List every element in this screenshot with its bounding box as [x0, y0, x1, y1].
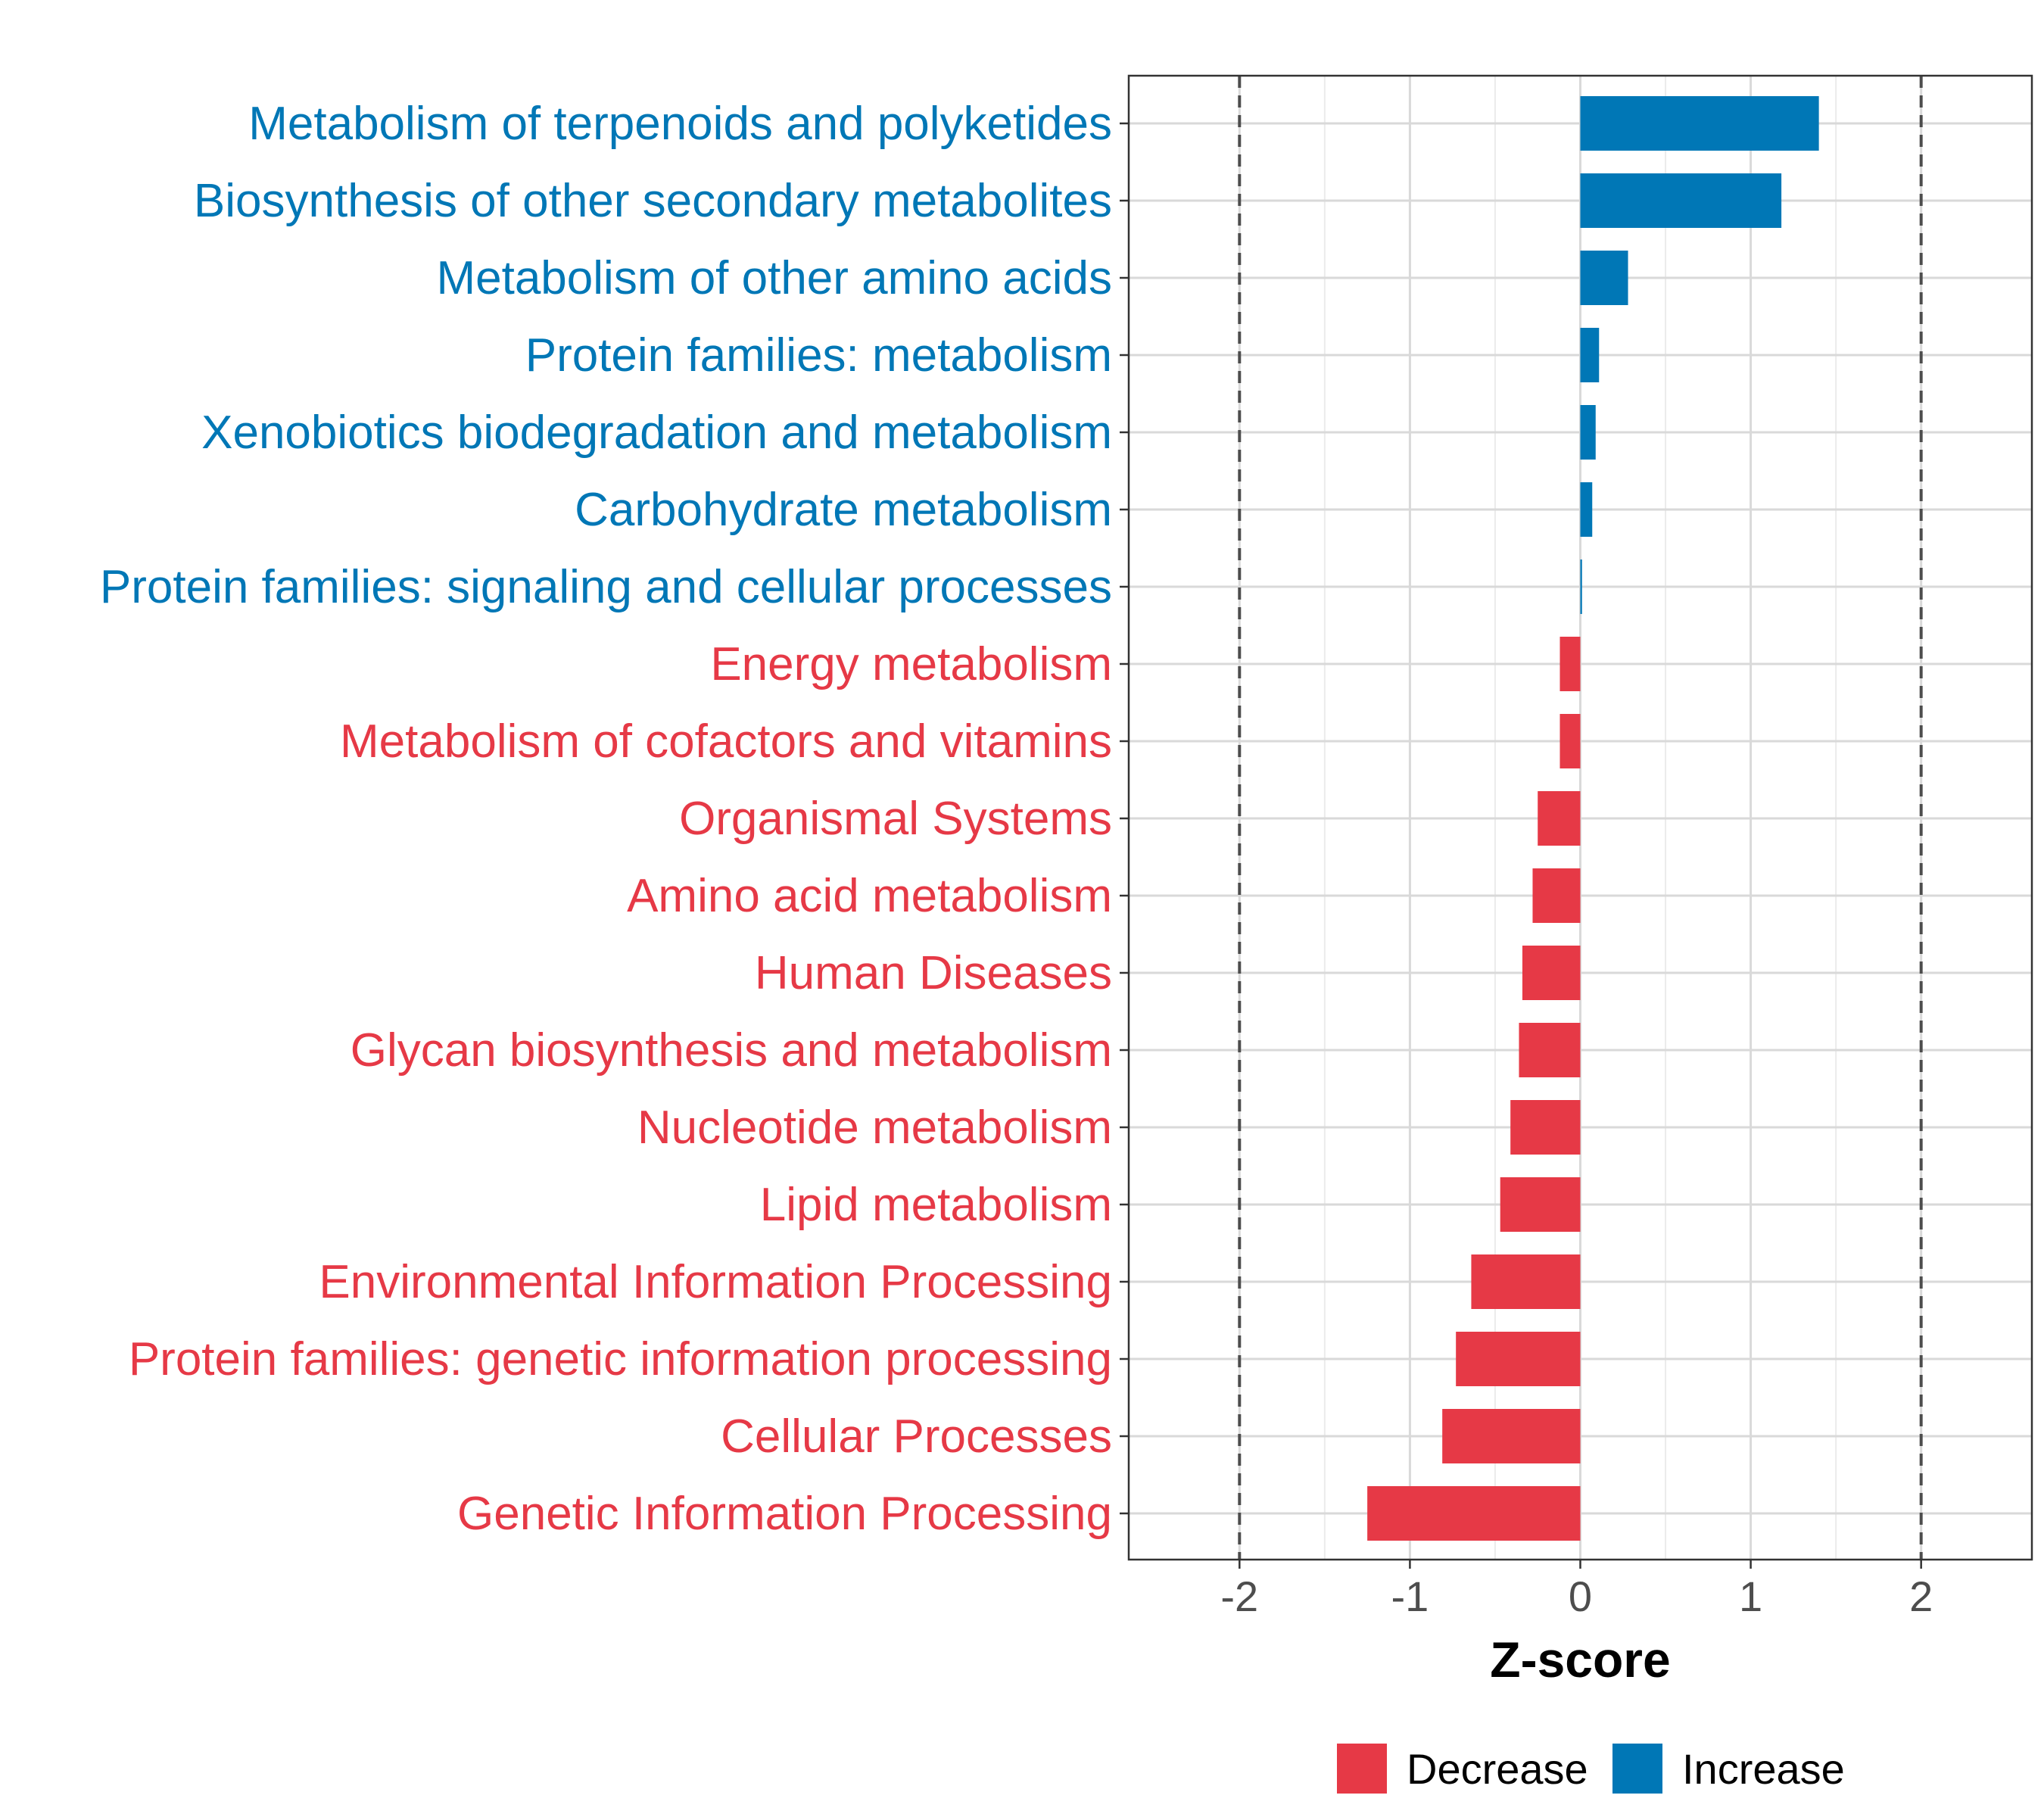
legend: Decrease Increase [1337, 1744, 1845, 1794]
x-axis: -2 -1 0 1 2 [1220, 1560, 1933, 1620]
category-label: Environmental Information Processing [319, 1256, 1112, 1308]
x-tick-label: -1 [1391, 1572, 1429, 1620]
y-axis: Metabolism of terpenoids and polyketides… [100, 98, 1129, 1540]
category-label: Genetic Information Processing [457, 1488, 1112, 1540]
bar-3 [1580, 328, 1600, 382]
legend-swatch-increase [1612, 1744, 1662, 1794]
category-label: Lipid metabolism [760, 1179, 1112, 1231]
bar-7 [1559, 637, 1581, 691]
bar-6 [1580, 559, 1582, 614]
category-label: Metabolism of cofactors and vitamins [340, 715, 1112, 768]
category-label: Carbohydrate metabolism [575, 484, 1112, 536]
category-label: Protein families: metabolism [525, 329, 1112, 382]
bar-18 [1367, 1486, 1581, 1541]
bar-8 [1559, 714, 1581, 768]
bar-10 [1532, 868, 1581, 923]
category-label: Amino acid metabolism [627, 870, 1112, 922]
legend-label-increase: Increase [1682, 1745, 1845, 1793]
category-label: Nucleotide metabolism [637, 1102, 1112, 1154]
bar-5 [1580, 482, 1593, 537]
x-tick-label: -2 [1220, 1572, 1258, 1620]
category-label: Xenobiotics biodegradation and metabolis… [201, 407, 1112, 459]
reference-lines [1238, 76, 1923, 1560]
bar-17 [1442, 1409, 1581, 1463]
legend-label-decrease: Decrease [1407, 1745, 1588, 1793]
bar-12 [1519, 1023, 1581, 1077]
x-tick-label: 0 [1569, 1572, 1592, 1620]
bar-layer [1367, 96, 1819, 1541]
x-tick-label: 1 [1739, 1572, 1762, 1620]
category-label: Protein families: signaling and cellular… [100, 561, 1112, 613]
bar-13 [1510, 1100, 1581, 1155]
category-label: Protein families: genetic information pr… [129, 1333, 1112, 1385]
x-tick-label: 2 [1909, 1572, 1933, 1620]
category-label: Metabolism of other amino acids [436, 252, 1112, 304]
legend-swatch-decrease [1337, 1744, 1387, 1794]
category-label: Cellular Processes [721, 1410, 1112, 1463]
category-label: Energy metabolism [710, 638, 1112, 690]
bar-2 [1580, 251, 1628, 305]
category-label: Metabolism of terpenoids and polyketides [248, 98, 1112, 150]
category-label: Human Diseases [755, 947, 1112, 999]
bar-0 [1580, 96, 1819, 151]
x-axis-title: Z-score [1490, 1632, 1670, 1688]
bar-11 [1522, 946, 1581, 1000]
bar-1 [1580, 173, 1782, 228]
category-label: Glycan biosynthesis and metabolism [351, 1024, 1112, 1077]
bar-14 [1500, 1177, 1581, 1232]
bar-16 [1456, 1332, 1581, 1386]
bar-9 [1538, 791, 1581, 846]
bar-4 [1580, 405, 1596, 460]
category-label: Organismal Systems [679, 793, 1112, 845]
category-label: Biosynthesis of other secondary metaboli… [194, 175, 1112, 227]
bar-15 [1471, 1254, 1581, 1309]
